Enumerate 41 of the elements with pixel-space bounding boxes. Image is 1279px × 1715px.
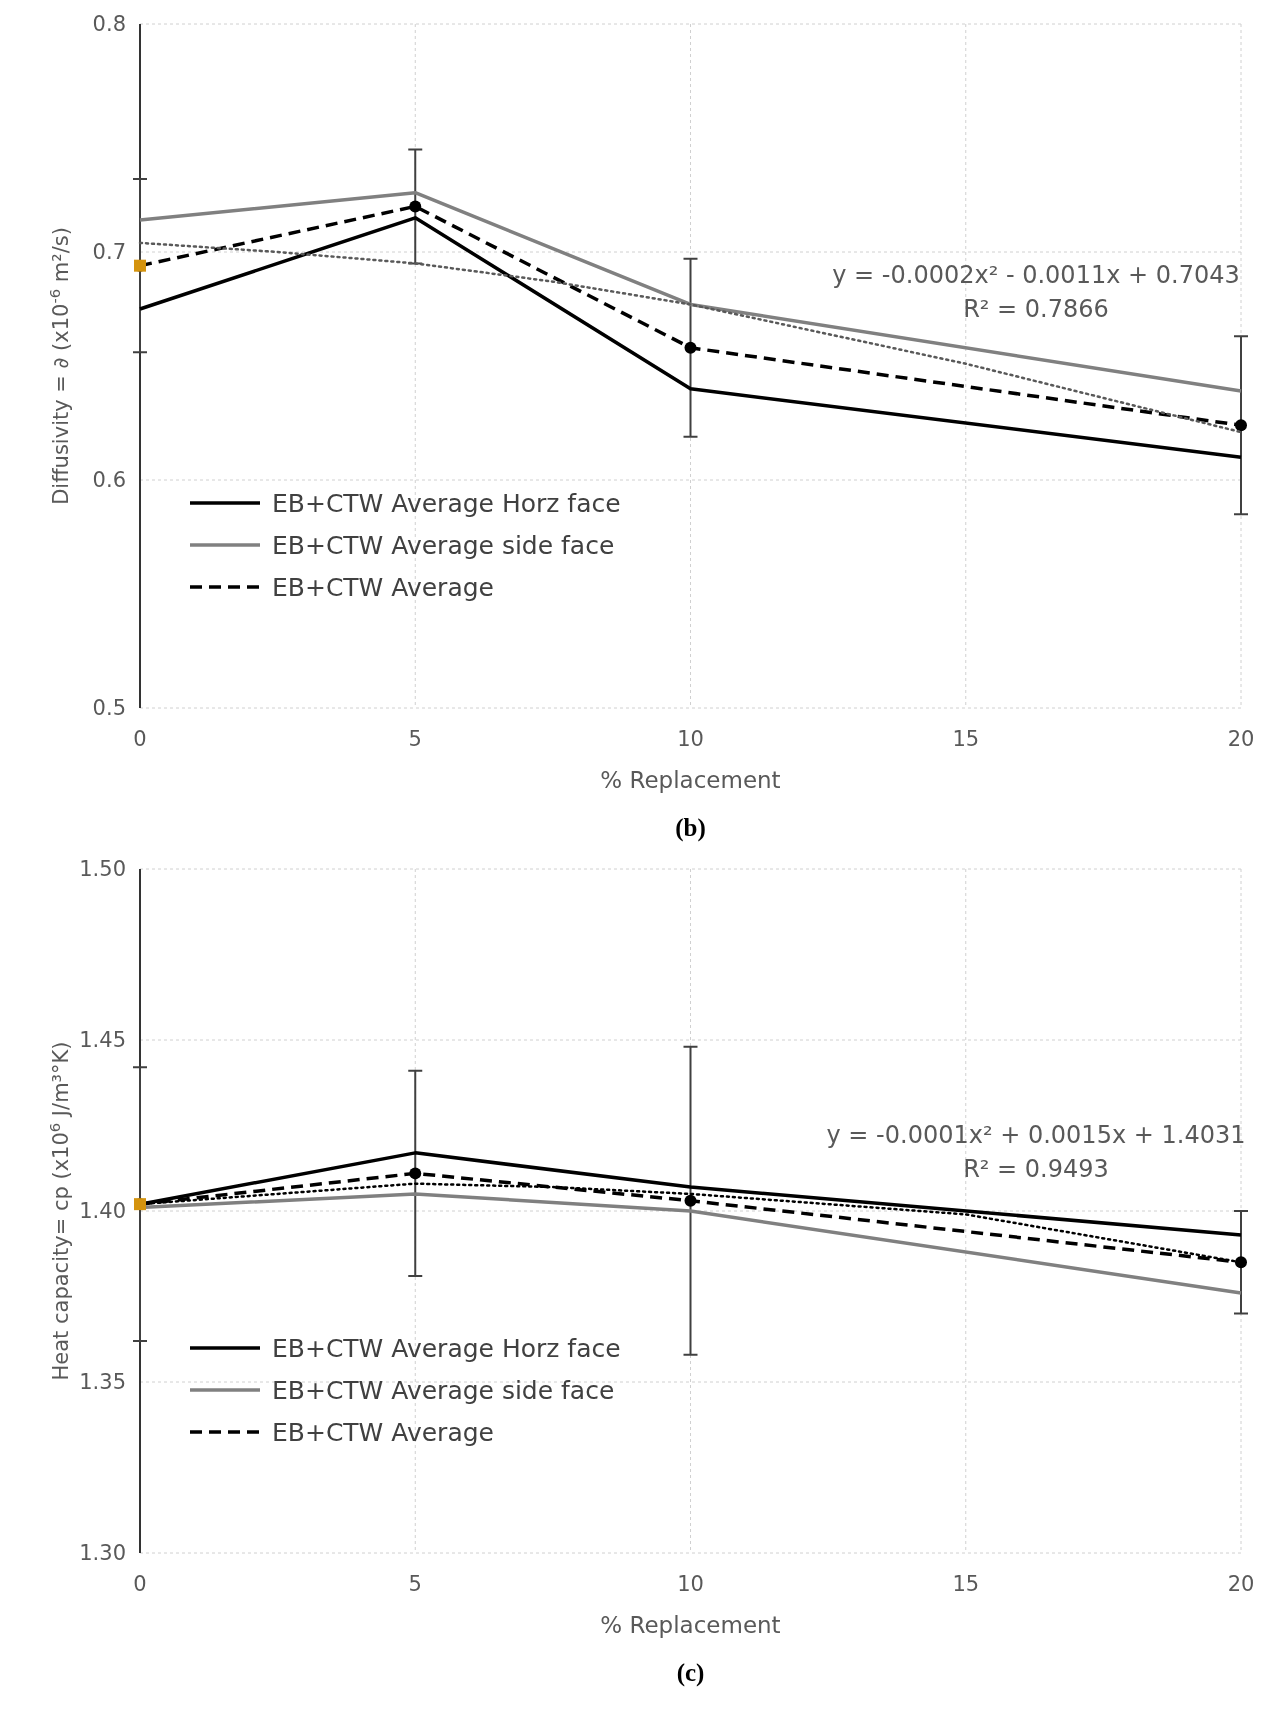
x-tick-label: 10 [677, 727, 704, 751]
legend-label: EB+CTW Average [272, 572, 494, 602]
x-axis-title: % Replacement [600, 767, 781, 793]
x-tick-label: 0 [133, 1572, 147, 1596]
legend-label: EB+CTW Average [272, 1417, 494, 1447]
y-tick-label: 1.40 [79, 1199, 126, 1224]
x-tick-label: 5 [408, 727, 422, 751]
x-tick-label: 15 [952, 1572, 980, 1596]
x-tick-label: 5 [408, 1572, 422, 1596]
annotation: R² = 0.7866 [963, 294, 1109, 323]
y-tick-label: 0.6 [92, 468, 126, 493]
y-tick-label: 1.35 [79, 1370, 126, 1395]
annotation: y = -0.0001x² + 0.0015x + 1.4031 [826, 1120, 1246, 1149]
x-tick-label: 15 [952, 727, 980, 751]
y-tick-label: 1.30 [79, 1541, 126, 1566]
x-axis-title: % Replacement [600, 1612, 781, 1638]
point [409, 200, 422, 213]
x-tick-label: 20 [1227, 1572, 1255, 1596]
x-tick-label: 20 [1227, 727, 1255, 751]
x-tick-label: 10 [677, 1572, 704, 1596]
line-series [138, 190, 1243, 393]
legend-label: EB+CTW Average Horz face [272, 488, 621, 518]
annotation: R² = 0.9493 [963, 1154, 1109, 1183]
x-tick-label: 0 [133, 727, 147, 751]
point [684, 1194, 697, 1207]
y-tick-label: 0.7 [92, 240, 126, 265]
text: (b) [675, 814, 706, 842]
text: (c) [676, 1659, 705, 1687]
y-tick-label: 0.8 [92, 12, 126, 37]
line-series [138, 216, 1243, 459]
point [1235, 1256, 1247, 1269]
y-tick-label: 0.5 [92, 696, 126, 721]
annotation: y = -0.0002x² - 0.0011x + 0.7043 [832, 260, 1240, 289]
point [684, 341, 697, 354]
point [1235, 419, 1247, 432]
legend-label: EB+CTW Average side face [272, 530, 615, 560]
y-tick-label: 1.45 [79, 1028, 126, 1053]
point [409, 1167, 422, 1180]
legend-label: EB+CTW Average side face [272, 1375, 615, 1405]
legend-label: EB+CTW Average Horz face [272, 1333, 621, 1363]
y-tick-label: 1.50 [79, 857, 126, 882]
